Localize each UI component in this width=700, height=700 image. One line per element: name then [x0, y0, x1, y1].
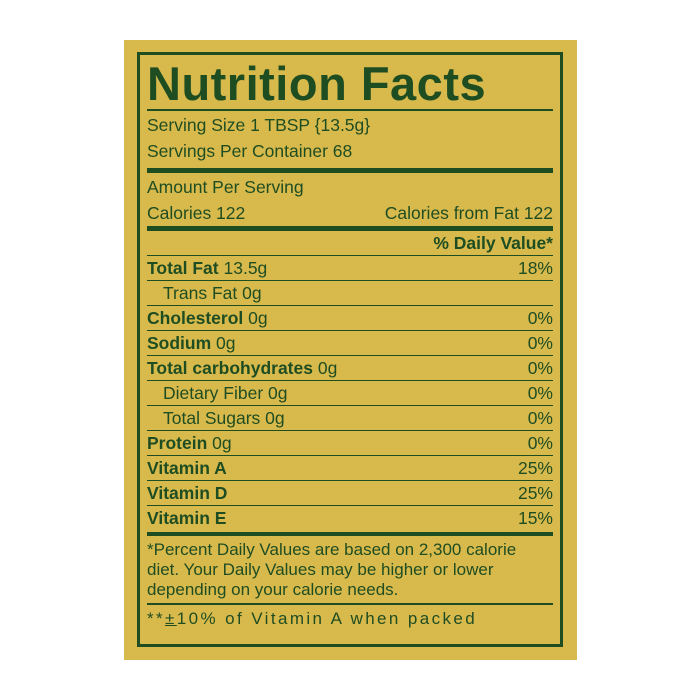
- serving-size: Serving Size 1 TBSP {13.5g}: [147, 113, 553, 139]
- nutrient-amount: 0g: [211, 333, 236, 353]
- divider: [147, 602, 553, 605]
- nutrient-label: Total Sugars 0g: [163, 408, 285, 428]
- nutrient-daily-value: 15%: [517, 508, 553, 528]
- nutrient-name: Cholesterol 0g: [147, 306, 268, 330]
- nutrient-row: Protein 0g 0%: [147, 431, 553, 456]
- nutrient-daily-value: 0%: [527, 308, 553, 328]
- calories-from-fat: Calories from Fat 122: [384, 202, 553, 223]
- footnote: *Percent Daily Values are based on 2,300…: [147, 539, 517, 599]
- nutrient-label: Total Fat: [147, 258, 219, 278]
- nutrient-daily-value: 25%: [517, 483, 553, 503]
- nutrient-row: Sodium 0g 0%: [147, 331, 553, 356]
- nutrient-label: Trans Fat 0g: [163, 283, 262, 303]
- amount-text: Amount Per Serving: [147, 177, 304, 197]
- vitamin-note: **±10% of Vitamin A when packed: [147, 605, 553, 633]
- calories-row: Calories 122 Calories from Fat 122: [147, 201, 553, 227]
- nutrient-daily-value: 18%: [517, 258, 553, 278]
- nutrient-daily-value: 0%: [527, 383, 553, 403]
- nutrient-daily-value: 0%: [527, 358, 553, 378]
- nutrient-name: Protein 0g: [147, 431, 232, 455]
- note-plus-minus: ±: [165, 608, 177, 628]
- nutrient-label: Sodium: [147, 333, 212, 353]
- nutrient-row: Trans Fat 0g: [147, 281, 553, 306]
- nutrient-label: Dietary Fiber 0g: [163, 383, 288, 403]
- note-prefix: **: [147, 608, 166, 628]
- nutrient-label: Protein: [147, 433, 208, 453]
- nutrient-label: Total carbohydrates: [147, 358, 313, 378]
- nutrient-row: Vitamin D 25%: [147, 481, 553, 506]
- label-panel: Nutrition Facts Serving Size 1 TBSP {13.…: [124, 40, 577, 660]
- nutrient-amount: 0g: [312, 358, 338, 378]
- nutrient-amount: 0g: [243, 308, 268, 328]
- nutrient-row: Vitamin A 25%: [147, 456, 553, 481]
- nutrient-row: Total carbohydrates 0g 0%: [147, 356, 553, 381]
- servings-text: Servings Per Container 68: [147, 140, 353, 161]
- nutrient-name: Total carbohydrates 0g: [147, 356, 337, 380]
- nutrient-row: Total Sugars 0g 0%: [147, 406, 553, 431]
- daily-value-text: % Daily Value*: [433, 233, 553, 253]
- nutrient-daily-value: 0%: [527, 333, 553, 353]
- nutrition-facts-box: Nutrition Facts Serving Size 1 TBSP {13.…: [137, 52, 563, 647]
- nutrient-name: Dietary Fiber 0g: [147, 381, 288, 405]
- daily-value-header: % Daily Value*: [147, 231, 553, 256]
- amount-per-serving: Amount Per Serving: [147, 175, 553, 201]
- nutrient-row: Cholesterol 0g 0%: [147, 306, 553, 331]
- nutrient-name: Total Sugars 0g: [147, 406, 285, 430]
- note-text: 10% of Vitamin A when packed: [176, 608, 478, 628]
- nutrient-label: Vitamin D: [147, 483, 228, 503]
- nutrient-name: Sodium 0g: [147, 331, 236, 355]
- nutrient-daily-value: 25%: [517, 458, 553, 478]
- nutrient-name: Total Fat 13.5g: [147, 256, 267, 280]
- nutrient-amount: 13.5g: [218, 258, 268, 278]
- nutrient-daily-value: 0%: [527, 408, 553, 428]
- thick-divider: [147, 531, 553, 536]
- nutrient-label: Cholesterol: [147, 308, 244, 328]
- nutrient-name: Vitamin D: [147, 481, 227, 505]
- title: Nutrition Facts: [147, 57, 487, 110]
- nutrient-label: Vitamin E: [147, 508, 227, 528]
- nutrient-name: Vitamin A: [147, 456, 227, 480]
- nutrient-row: Dietary Fiber 0g 0%: [147, 381, 553, 406]
- nutrient-amount: 0g: [207, 433, 232, 453]
- nutrient-list: Total Fat 13.5g 18% Trans Fat 0g Cholestero…: [147, 256, 553, 532]
- divider: [147, 109, 553, 111]
- servings-per-container: Servings Per Container 68: [147, 139, 553, 165]
- nutrient-label: Vitamin A: [147, 458, 227, 478]
- serving-size-text: Serving Size 1 TBSP {13.5g}: [147, 115, 371, 135]
- nutrient-name: Vitamin E: [147, 506, 226, 532]
- nutrient-row: Total Fat 13.5g 18%: [147, 256, 553, 281]
- nutrient-name: Trans Fat 0g: [147, 281, 262, 305]
- thick-divider: [147, 226, 553, 231]
- thick-divider: [147, 168, 553, 173]
- nutrient-row: Vitamin E 15%: [147, 506, 553, 532]
- nutrient-daily-value: 0%: [527, 433, 553, 453]
- calories: Calories 122: [147, 202, 246, 223]
